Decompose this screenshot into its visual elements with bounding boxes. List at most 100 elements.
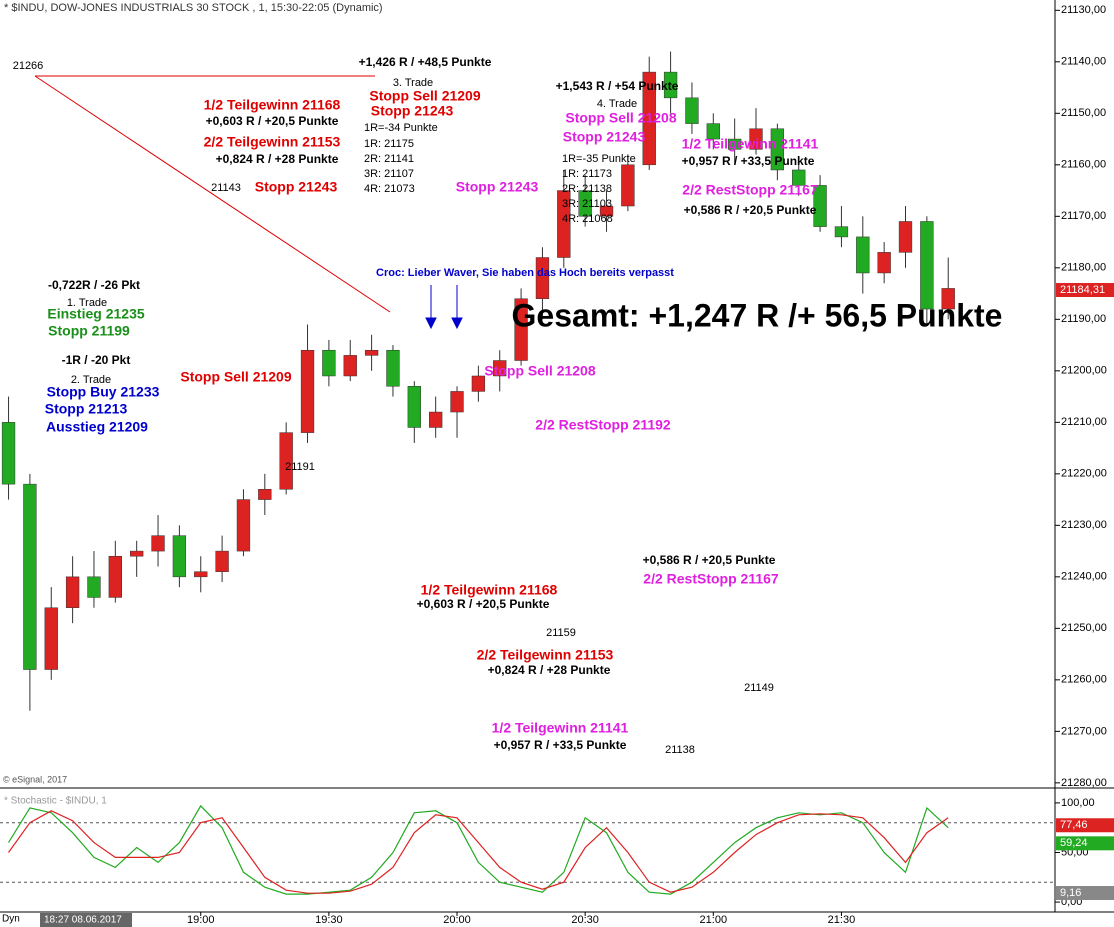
y-tick-label: 21140,00 — [1061, 56, 1106, 68]
value-tag — [1056, 818, 1114, 833]
candle-body — [557, 190, 571, 258]
candle-body — [621, 164, 635, 207]
y-tick-label: 21150,00 — [1061, 107, 1106, 119]
annotation: +0,586 R / +20,5 Punkte — [684, 203, 817, 217]
candle-body — [130, 550, 144, 557]
candle-body — [322, 349, 336, 377]
candle-body — [429, 411, 443, 428]
candle-body — [236, 499, 251, 552]
annotation: -0,722R / -26 Pkt — [48, 278, 140, 292]
annotation: +0,586 R / +20,5 Punkte — [643, 553, 776, 567]
annotation: 2. Trade — [71, 374, 111, 386]
annotation: Stopp Sell 21209 — [180, 369, 291, 385]
candle-body — [23, 483, 37, 670]
annotation: 1R=-34 Punkte — [364, 122, 438, 134]
annotation: +0,824 R / +28 Punkte — [488, 663, 611, 677]
candle-body — [813, 185, 827, 227]
annotation: Gesamt: +1,247 R /+ 56,5 Punkte — [512, 297, 1003, 333]
y-tick-label: 21180,00 — [1061, 262, 1106, 274]
candle-body — [856, 236, 870, 274]
annotation: 4. Trade — [597, 98, 637, 110]
annotation: 3. Trade — [393, 77, 433, 89]
candle-body — [578, 190, 592, 217]
candle-body — [877, 252, 891, 274]
annotation: Stopp 21243 — [371, 103, 454, 119]
value-tag — [1056, 885, 1114, 900]
annotation: Stopp Sell 21208 — [565, 110, 676, 126]
value-tag-label: 59,24 — [1060, 837, 1088, 849]
y-tick-label: 21240,00 — [1061, 571, 1107, 583]
annotation: 21143 — [211, 182, 241, 194]
candle-body — [493, 360, 507, 377]
candle-body — [194, 571, 208, 578]
annotation: 21138 — [665, 744, 695, 756]
chart-title: * $INDU, DOW-JONES INDUSTRIALS 30 STOCK … — [4, 2, 383, 14]
annotation: 2/2 Teilgewinn 21153 — [204, 134, 341, 150]
annotation: Einstieg 21235 — [47, 306, 144, 322]
y-tick-label: 21260,00 — [1061, 674, 1107, 686]
x-tick-label: 19:30 — [315, 914, 343, 926]
y-tick-label: 21230,00 — [1061, 519, 1107, 531]
annotation: 1R: 21175 — [364, 138, 414, 150]
annotation: 3R: 21107 — [364, 168, 414, 180]
annotation: Ausstieg 21209 — [46, 419, 148, 435]
indicator-title: * Stochastic - $INDU, 1 — [4, 796, 107, 807]
cursor-label: 18:27 08.06.2017 — [44, 915, 122, 926]
candle-body — [364, 349, 379, 356]
candle-body — [792, 169, 806, 186]
candle-body — [450, 391, 464, 413]
annotation: +1,426 R / +48,5 Punkte — [359, 55, 492, 69]
y-tick-label: 21200,00 — [1061, 365, 1107, 377]
candle-body — [172, 535, 187, 578]
annotation: 21149 — [744, 682, 774, 694]
candle-body — [834, 226, 849, 238]
candle-body — [215, 550, 229, 572]
annotation: 1/2 Teilgewinn 21168 — [421, 582, 558, 598]
annotation: 21159 — [546, 627, 576, 639]
annotation: Stopp Sell 21208 — [484, 363, 595, 379]
annotation: 2/2 Teilgewinn 21153 — [477, 647, 614, 663]
candle-body — [108, 555, 122, 598]
candle-body — [151, 535, 165, 552]
annotation: 21266 — [13, 60, 44, 72]
annotation: +0,957 R / +33,5 Punkte — [682, 154, 815, 168]
candle-body — [706, 123, 720, 140]
annotation: 1. Trade — [67, 297, 107, 309]
candle-body — [1, 422, 16, 485]
candle-body — [65, 576, 80, 608]
candle-body — [407, 386, 421, 428]
annotation: 2R: 21138 — [562, 183, 612, 195]
annotation: Stopp 21213 — [45, 401, 128, 417]
x-tick-label: 21:30 — [828, 914, 856, 926]
candle-body — [898, 221, 913, 253]
candle-body — [386, 349, 400, 387]
candle-body — [471, 375, 486, 392]
stochastic-line — [8, 810, 949, 894]
candle-body — [514, 298, 528, 361]
annotation: Stopp 21243 — [456, 179, 539, 195]
arrow-head — [451, 317, 463, 330]
x-tick-label: 19:00 — [187, 914, 215, 926]
annotation: 4R: 21068 — [562, 213, 613, 225]
candle-body — [279, 432, 293, 490]
candle-body — [44, 607, 58, 670]
annotation: Stopp Buy 21233 — [47, 384, 160, 400]
y-tick-label: 21270,00 — [1061, 725, 1107, 737]
candle-body — [727, 138, 742, 150]
annotation: Stopp 21199 — [48, 323, 130, 339]
annotation: 2/2 RestStopp 21167 — [682, 182, 818, 198]
annotation: 1/2 Teilgewinn 21141 — [492, 720, 629, 736]
candle-body — [941, 288, 955, 310]
annotation: Stopp 21243 — [563, 129, 646, 145]
x-tick-label: 20:30 — [571, 914, 599, 926]
annotation: +0,824 R / +28 Punkte — [216, 152, 339, 166]
arrows — [425, 285, 463, 330]
annotation: 1R=-35 Punkte — [562, 153, 636, 165]
annotation: +0,603 R / +20,5 Punkte — [417, 597, 550, 611]
prefix: Dyn — [2, 914, 20, 925]
annotation: -1R / -20 Pkt — [62, 353, 131, 367]
candle-body — [642, 71, 656, 166]
candle-body — [749, 128, 763, 150]
